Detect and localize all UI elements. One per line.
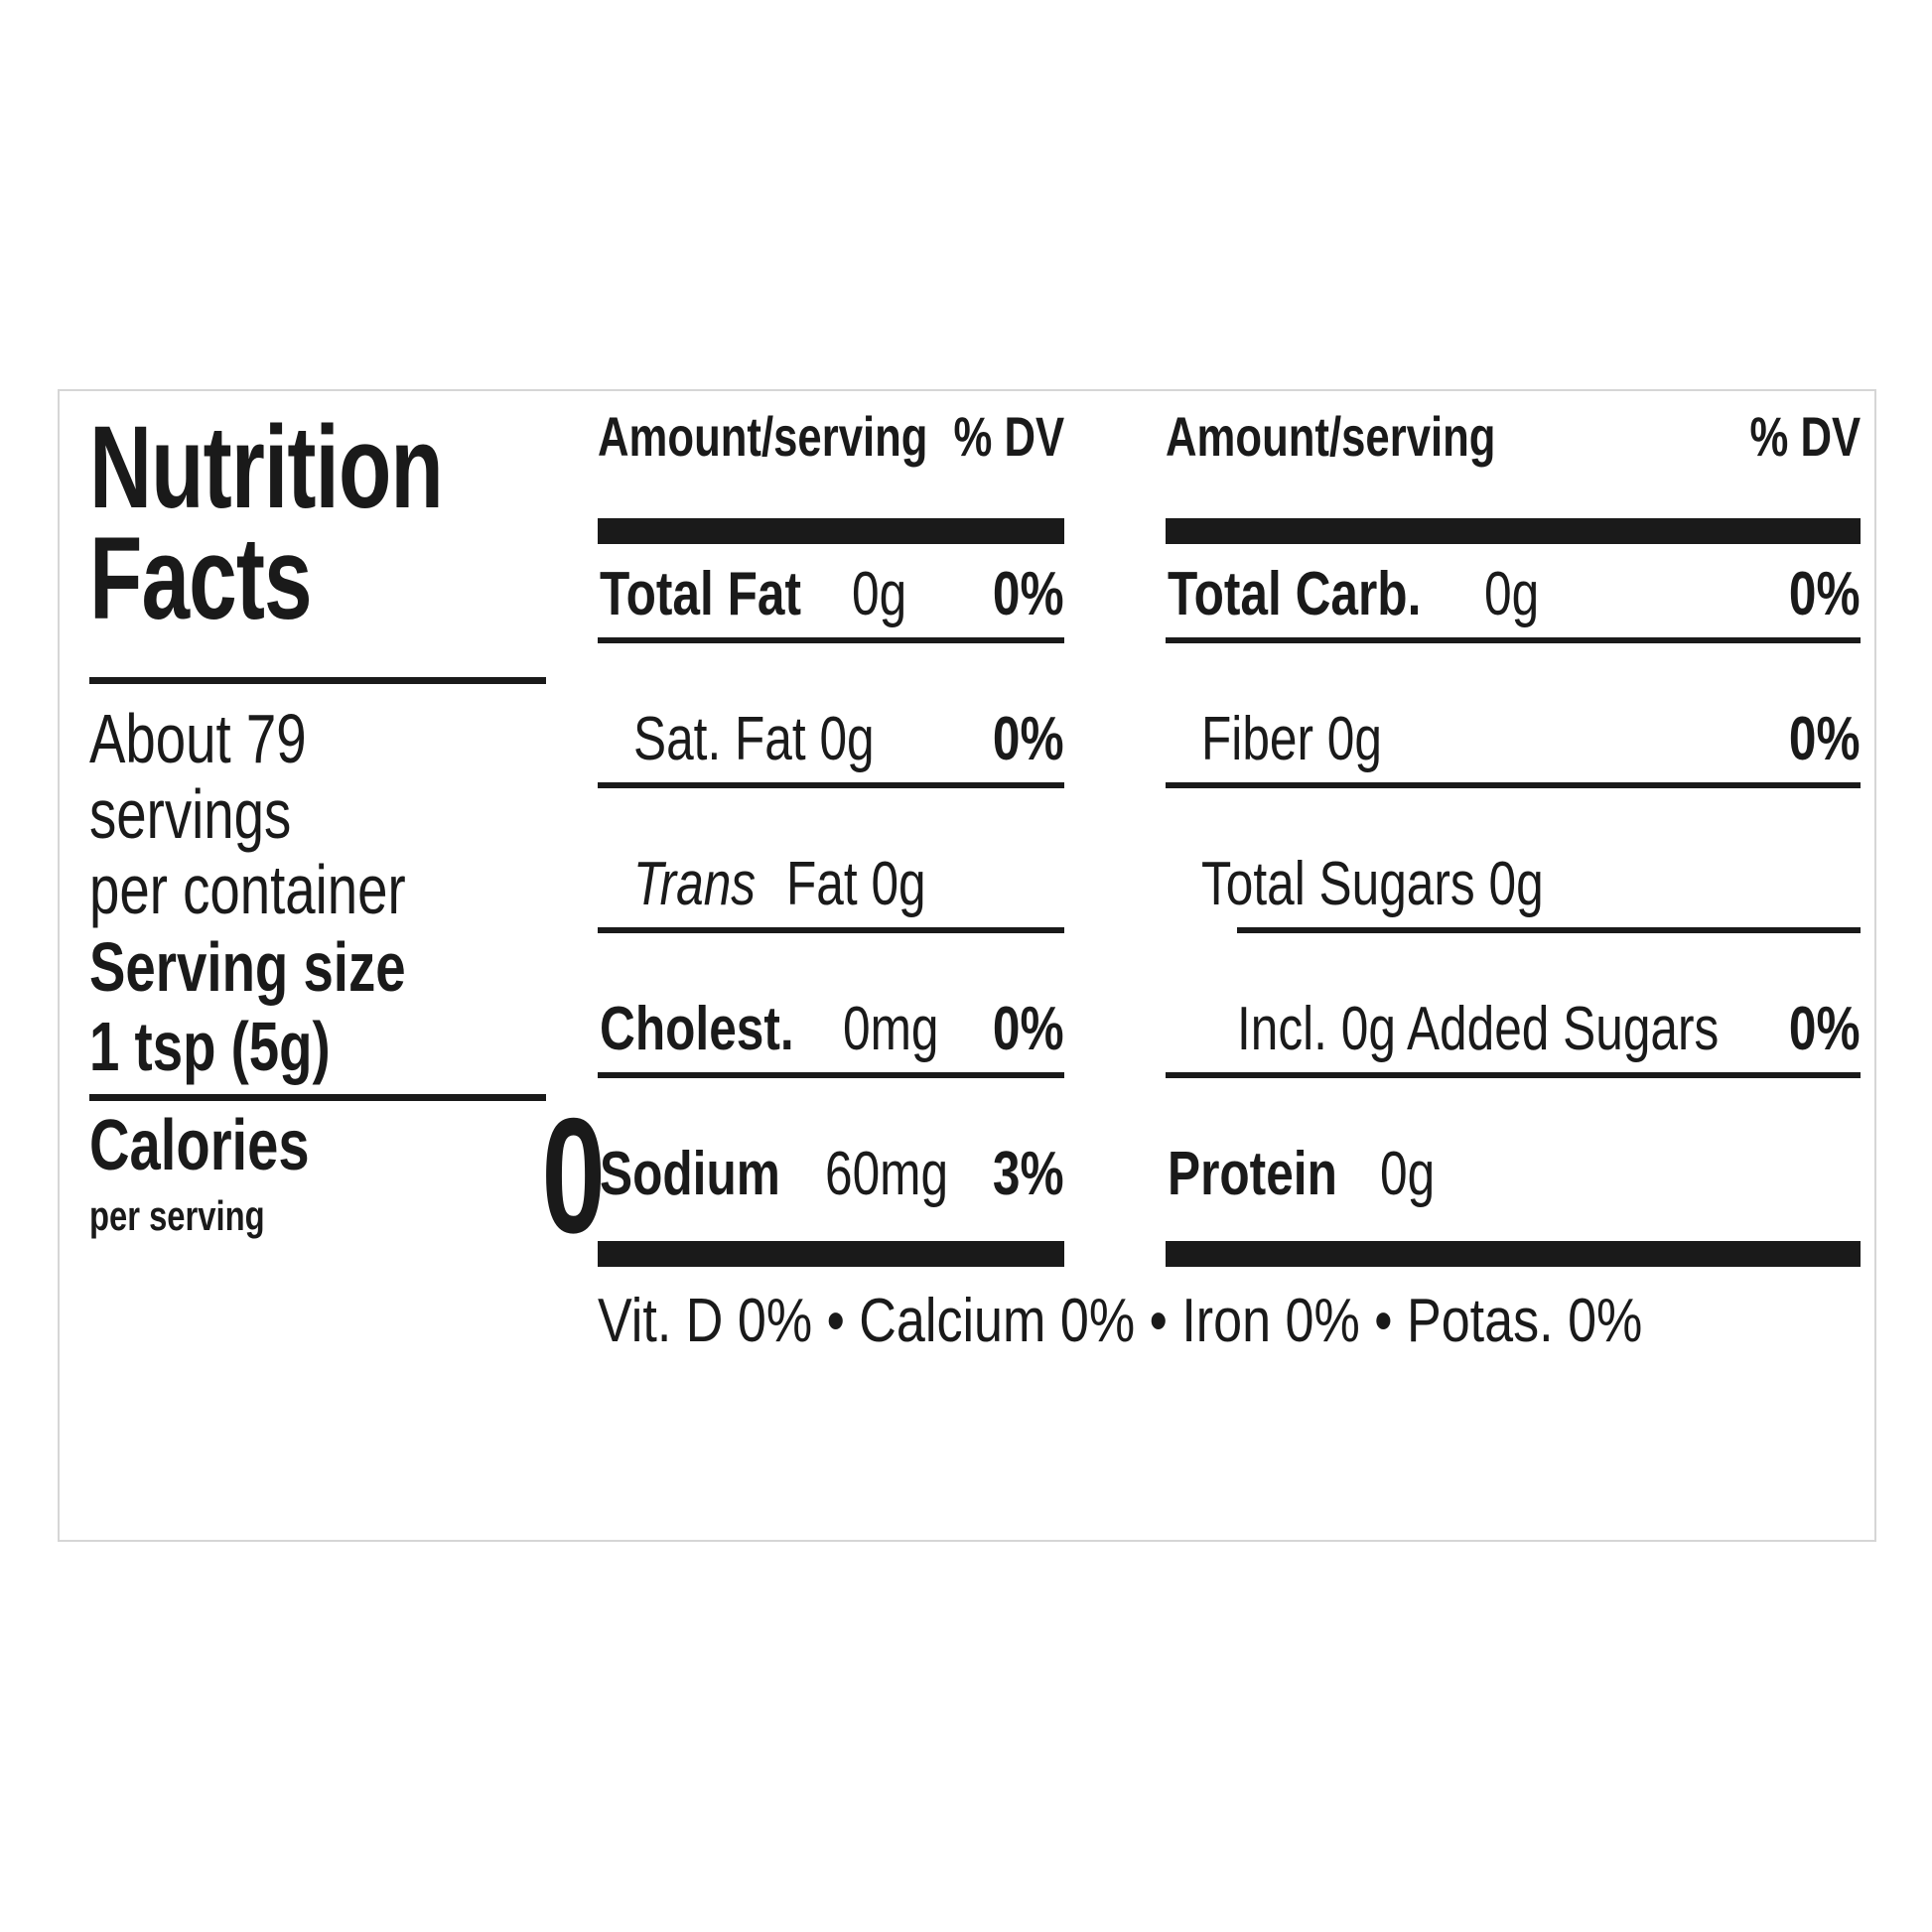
column-header-right: Amount/serving % DV bbox=[1166, 391, 1861, 468]
row-divider bbox=[1237, 927, 1861, 933]
nutrient-daily-value: 3% bbox=[993, 1140, 1064, 1208]
rule-under-title bbox=[89, 677, 546, 684]
servings-line-3: per container bbox=[89, 851, 406, 928]
nutrient-amount: Sat. Fat 0g bbox=[633, 705, 875, 773]
row-divider bbox=[598, 1072, 1064, 1078]
nutrient-amount: Total Sugars 0g bbox=[1201, 850, 1544, 918]
nutrient-name: Protein bbox=[1168, 1140, 1337, 1208]
nutrient-amount: Fat 0g bbox=[785, 850, 926, 918]
nutrient-row: Total Sugars 0g bbox=[1166, 834, 1861, 933]
title-line-facts: Facts bbox=[89, 513, 313, 644]
column-header-middle: Amount/serving % DV bbox=[598, 391, 1064, 468]
servings-line-2: servings bbox=[89, 775, 292, 853]
nutrient-daily-value: 0% bbox=[993, 995, 1064, 1063]
row-divider bbox=[598, 782, 1064, 788]
nutrient-label: Sodium 60mg bbox=[600, 1144, 979, 1205]
nutrient-row: Sodium 60mg 3% bbox=[598, 1124, 1064, 1223]
calories-sublabel: per serving bbox=[89, 1192, 265, 1239]
nutrient-label: Cholest. 0mg bbox=[600, 999, 962, 1060]
nutrient-label: Protein 0g bbox=[1168, 1144, 1449, 1205]
servings-per-container: About 79 servings per container bbox=[89, 701, 606, 927]
nutrient-amount: 0g bbox=[1484, 560, 1540, 628]
servings-line-1: About 79 bbox=[89, 700, 307, 777]
nutrient-daily-value: 0% bbox=[1789, 560, 1861, 628]
nutrient-row: Fiber 0g 0% bbox=[1166, 689, 1861, 788]
nutrient-amount: Incl. 0g Added Sugars bbox=[1237, 995, 1720, 1063]
nutrition-facts-panel: Nutrition Facts About 79 servings per co… bbox=[58, 389, 1876, 1542]
title-line-nutrition: Nutrition bbox=[89, 402, 444, 533]
nutrient-row: Trans Fat 0g bbox=[598, 834, 1064, 933]
calories-block: Calories per serving 0 bbox=[89, 1094, 606, 1291]
nutrient-daily-value: 0% bbox=[1789, 995, 1861, 1063]
column-header-dv-middle: % DV bbox=[953, 405, 1064, 468]
nutrient-daily-value: 0% bbox=[993, 560, 1064, 628]
column-header-amount-right: Amount/serving bbox=[1166, 405, 1496, 468]
serving-size-label: Serving size bbox=[89, 928, 406, 1006]
nutrient-name: Total Fat bbox=[600, 560, 801, 628]
rule-under-serving-size bbox=[89, 1094, 546, 1101]
nutrient-label: Total Sugars 0g bbox=[1201, 854, 1629, 915]
nutrient-amount: 60mg bbox=[825, 1140, 949, 1208]
footer-bar-right bbox=[1166, 1241, 1861, 1267]
calories-label: Calories bbox=[89, 1106, 310, 1185]
row-divider bbox=[1166, 782, 1861, 788]
nutrient-row: Sat. Fat 0g 0% bbox=[598, 689, 1064, 788]
nutrient-name: Sodium bbox=[600, 1140, 780, 1208]
nutrient-label: Incl. 0g Added Sugars bbox=[1237, 999, 1840, 1060]
serving-size: Serving size 1 tsp (5g) bbox=[89, 927, 606, 1086]
nutrient-row: Incl. 0g Added Sugars 0% bbox=[1166, 979, 1861, 1078]
nutrition-facts-title: Nutrition Facts bbox=[89, 409, 606, 655]
nutrient-name-italic: Trans bbox=[633, 850, 757, 918]
nutrient-amount: 0g bbox=[1379, 1140, 1435, 1208]
nutrient-column-left: Amount/serving % DV Total Fat 0g 0% Sat. F… bbox=[598, 391, 1064, 1267]
calories-value: 0 bbox=[541, 1084, 606, 1267]
nutrient-label: Total Carb. 0g bbox=[1168, 564, 1553, 625]
nutrient-label: Total Fat 0g bbox=[600, 564, 920, 625]
row-divider bbox=[598, 637, 1064, 643]
row-divider bbox=[598, 927, 1064, 933]
column-header-dv-right: % DV bbox=[1749, 405, 1861, 468]
micronutrient-text: Vit. D 0% • Calcium 0% • Iron 0% • Potas… bbox=[598, 1287, 1643, 1355]
serving-size-value: 1 tsp (5g) bbox=[89, 1008, 331, 1085]
nutrient-amount: 0mg bbox=[842, 995, 939, 1063]
row-divider bbox=[1166, 1072, 1861, 1078]
nutrient-name: Cholest. bbox=[600, 995, 794, 1063]
micronutrient-row: Vit. D 0% • Calcium 0% • Iron 0% • Potas… bbox=[598, 1285, 1868, 1374]
nutrient-row: Total Fat 0g 0% bbox=[598, 544, 1064, 643]
nutrient-amount: 0g bbox=[851, 560, 906, 628]
nutrient-label: Sat. Fat 0g bbox=[633, 709, 934, 770]
header-bar-right bbox=[1166, 518, 1861, 544]
serving-info-column: Nutrition Facts About 79 servings per co… bbox=[89, 391, 606, 1540]
nutrient-column-right: Amount/serving % DV Total Carb. 0g 0% Fibe… bbox=[1166, 391, 1861, 1267]
nutrient-daily-value: 0% bbox=[993, 705, 1064, 773]
nutrient-row: Total Carb. 0g 0% bbox=[1166, 544, 1861, 643]
nutrient-label: Trans Fat 0g bbox=[633, 854, 961, 915]
nutrient-amount: Fiber 0g bbox=[1201, 705, 1382, 773]
nutrient-label: Fiber 0g bbox=[1201, 709, 1427, 770]
nutrient-name: Total Carb. bbox=[1168, 560, 1422, 628]
nutrient-row: Cholest. 0mg 0% bbox=[598, 979, 1064, 1078]
header-bar-middle bbox=[598, 518, 1064, 544]
row-divider bbox=[1166, 637, 1861, 643]
footer-bar-middle bbox=[598, 1241, 1064, 1267]
nutrient-row: Protein 0g bbox=[1166, 1124, 1861, 1223]
column-header-amount-middle: Amount/serving bbox=[598, 405, 928, 468]
nutrient-daily-value: 0% bbox=[1789, 705, 1861, 773]
